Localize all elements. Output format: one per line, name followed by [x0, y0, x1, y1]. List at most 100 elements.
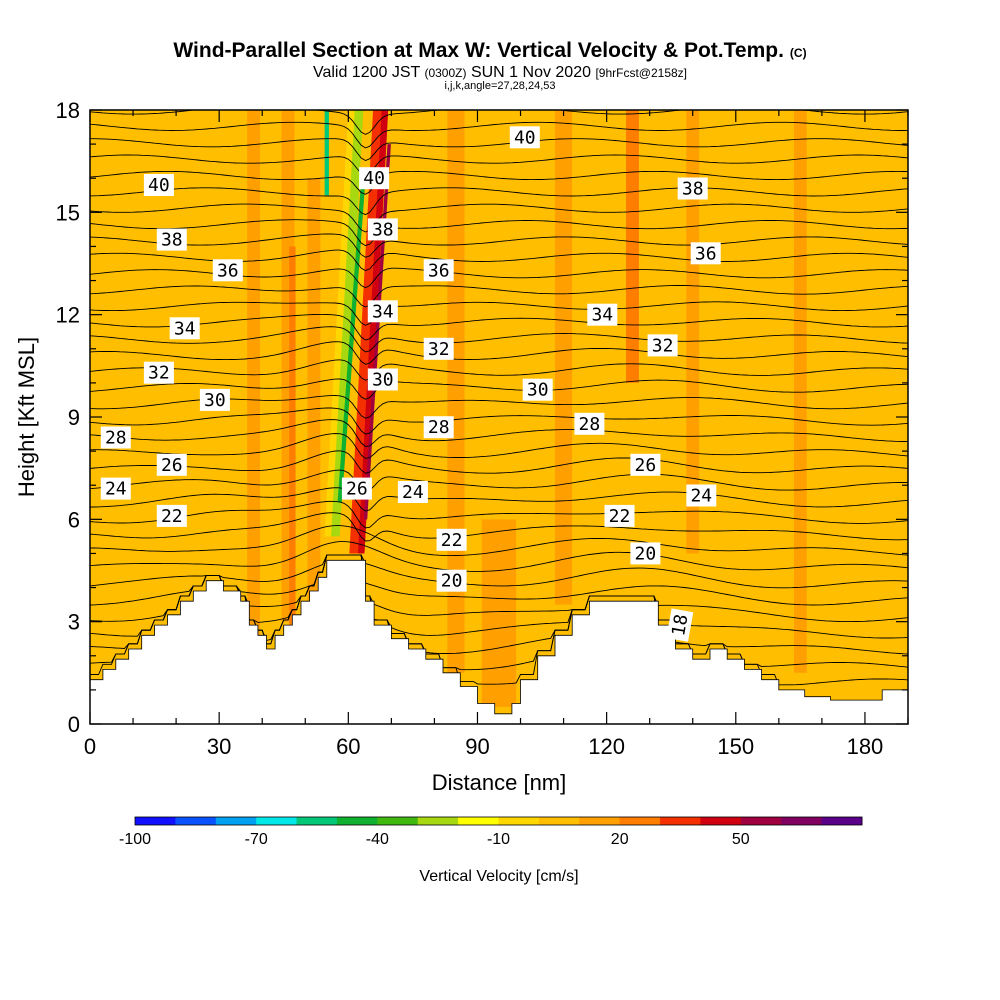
- colorbar-bin: [256, 817, 297, 825]
- x-tick-label: 90: [465, 734, 489, 759]
- contour-label-30: 30: [199, 388, 230, 411]
- velocity-streak-10: [324, 110, 329, 196]
- contour-label-box: [690, 242, 721, 265]
- x-axis-label: Distance [nm]: [432, 770, 567, 795]
- contour-label-box: [436, 569, 467, 592]
- y-axis-label: Height [Kft MSL]: [14, 337, 39, 497]
- contour-label-22: 22: [156, 504, 187, 527]
- colorbar-bin: [660, 817, 701, 825]
- colorbar-bin: [377, 817, 419, 825]
- chart-subtitle: Valid 1200 JST (0300Z) SUN 1 Nov 2020 [9…: [313, 64, 687, 81]
- contour-label-box: [367, 368, 398, 391]
- contour-label-26: 26: [156, 453, 187, 476]
- contour-label-20: 20: [436, 569, 467, 592]
- contour-label-box: [509, 126, 540, 149]
- contour-label-box: [666, 608, 694, 642]
- colorbar-bin: [336, 817, 378, 825]
- contour-label-text: 36: [217, 260, 239, 281]
- contour-label-box: [522, 378, 553, 401]
- contour-label-text: 20: [635, 543, 657, 564]
- contour-label-box: [647, 334, 678, 357]
- theta-contour-18: [90, 378, 908, 400]
- colorbar-bin: [579, 817, 621, 825]
- contour-label-text: 24: [402, 482, 424, 503]
- contour-label-24: 24: [686, 484, 717, 507]
- colorbar-tick-label: -70: [245, 831, 268, 848]
- theta-contour-11: [90, 487, 908, 512]
- contour-label-text: 38: [161, 230, 183, 251]
- colorbar-tick-label: 50: [732, 831, 750, 848]
- contour-label-34: 34: [367, 300, 398, 323]
- contour-label-36: 36: [423, 259, 454, 282]
- contour-label-text: 28: [105, 428, 127, 449]
- contour-label-32: 32: [143, 361, 174, 384]
- contour-label-text: 26: [161, 455, 183, 476]
- contour-label-box: [341, 477, 372, 500]
- theta-contour-22: [90, 313, 908, 341]
- contour-label-text: 28: [428, 417, 450, 438]
- colorbar-tick-label: 20: [611, 831, 629, 848]
- theta-contour-28: [90, 219, 908, 247]
- contour-label-24: 24: [100, 477, 131, 500]
- contour-label-text: 32: [652, 335, 674, 356]
- theta-contour-21: [90, 326, 908, 353]
- colorbar-bin: [700, 817, 742, 825]
- y-tick-label: 6: [68, 507, 80, 532]
- y-tick-label: 15: [56, 200, 80, 225]
- contour-label-text: 34: [372, 301, 394, 322]
- colorbar-bin: [458, 817, 499, 825]
- velocity-streak-9: [337, 178, 366, 503]
- theta-contour-15: [90, 419, 908, 447]
- contour-label-text: 36: [428, 260, 450, 281]
- contour-label-20: 20: [630, 542, 661, 565]
- contour-label-box: [604, 504, 635, 527]
- colorbar-bin: [417, 817, 459, 825]
- x-tick-label: 30: [207, 734, 231, 759]
- theta-contour-34: [90, 121, 908, 149]
- contour-label-box: [169, 317, 200, 340]
- contour-label-text: 34: [591, 305, 613, 326]
- theta-contour-33: [90, 138, 908, 162]
- x-tick-label: 150: [717, 734, 754, 759]
- contour-label-text: 40: [514, 127, 536, 148]
- contour-label-box: [199, 388, 230, 411]
- contour-label-32: 32: [647, 334, 678, 357]
- contour-label-text: 26: [346, 479, 368, 500]
- contour-label-text: 38: [372, 219, 394, 240]
- theta-contour-7: [90, 541, 908, 572]
- theta-contour-13: [90, 450, 908, 474]
- contour-label-text: 40: [148, 175, 170, 196]
- contour-label-22: 22: [604, 504, 635, 527]
- y-tick-label: 3: [68, 610, 80, 635]
- contour-label-18: 18: [666, 608, 694, 642]
- theta-contour-23: [90, 301, 908, 326]
- colorbar-frame: [134, 816, 863, 826]
- velocity-streak-3: [307, 178, 321, 615]
- contour-label-40: 40: [359, 167, 390, 190]
- colorbar-bin: [215, 817, 257, 825]
- contour-label-text: 26: [635, 455, 657, 476]
- velocity-streak-13: [626, 110, 639, 383]
- contour-label-text: 22: [161, 506, 183, 527]
- contour-label-box: [143, 174, 174, 196]
- contour-label-box: [630, 542, 661, 565]
- contour-label-text: 24: [690, 486, 712, 507]
- contour-label-text: 20: [441, 571, 463, 592]
- terrain: [90, 559, 908, 724]
- colorbar-bin: [175, 817, 217, 825]
- contour-label-text: 22: [609, 506, 631, 527]
- contour-label-box: [677, 177, 708, 200]
- contour-label-text: 32: [148, 363, 170, 384]
- colorbar: -100 -70 -40 -10 20 50: [119, 816, 863, 848]
- contour-label-box: [587, 303, 618, 326]
- contour-label-36: 36: [212, 259, 243, 282]
- contour-label-box: [367, 300, 398, 323]
- velocity-streak-8: [331, 110, 364, 537]
- theta-contour-9: [90, 512, 908, 542]
- contour-label-text: 30: [527, 380, 549, 401]
- contour-label-box: [100, 426, 131, 449]
- contour-label-text: 40: [363, 168, 385, 189]
- contour-label-24: 24: [397, 481, 428, 503]
